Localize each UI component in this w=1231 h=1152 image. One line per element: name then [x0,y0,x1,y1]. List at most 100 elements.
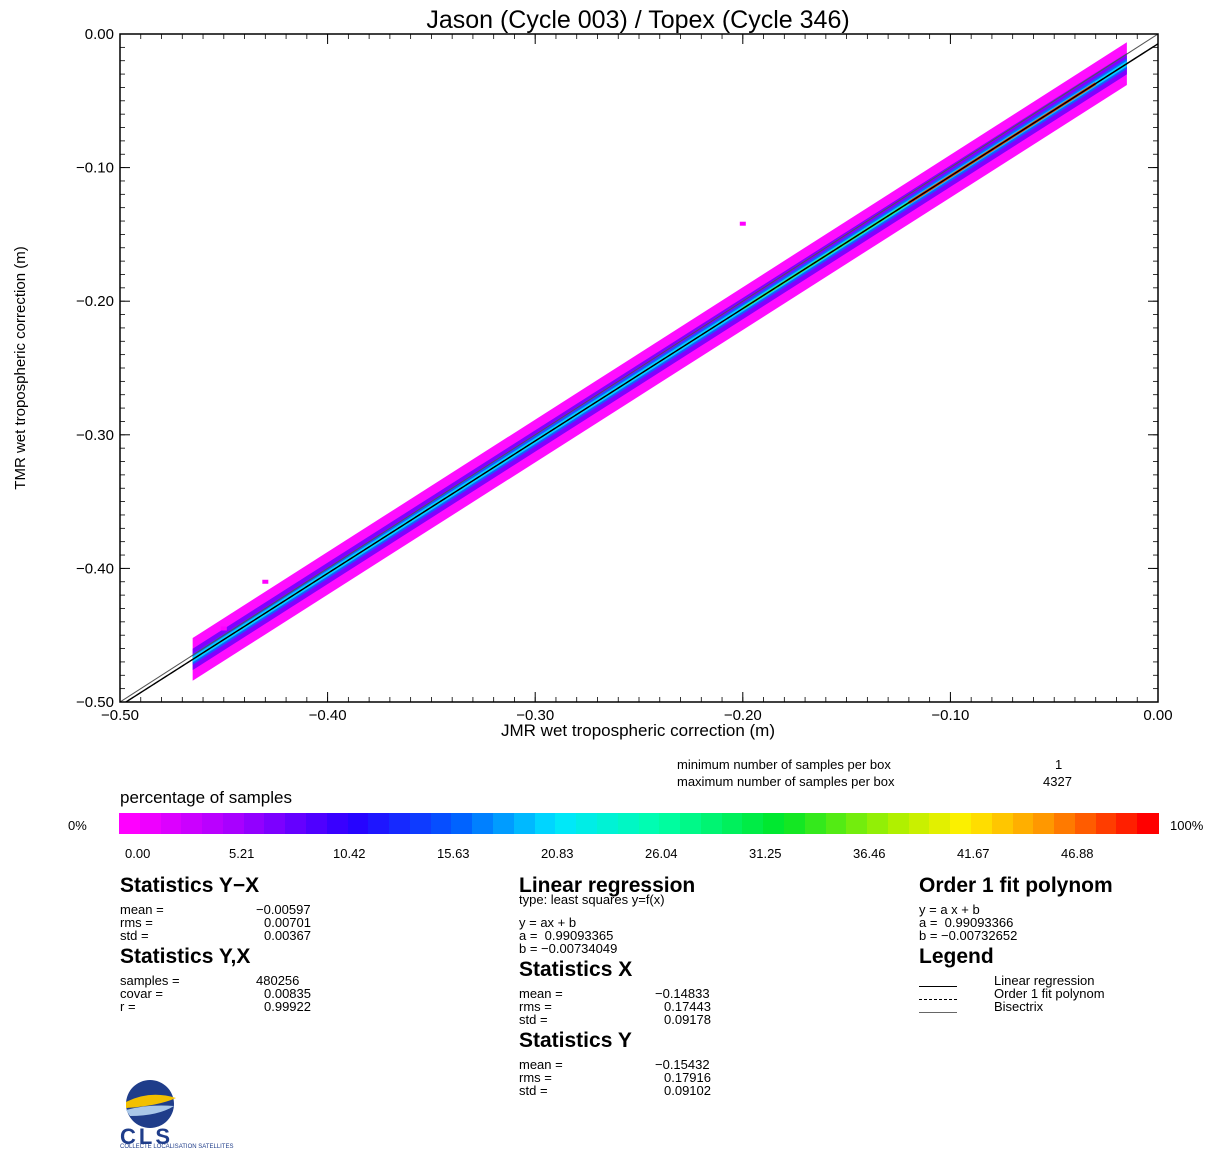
colorbar-segment [451,813,473,834]
colorbar-segment [139,813,162,834]
stats-y-x-title: Statistics Y,X [120,945,251,968]
colorbar-tick-label: 31.25 [749,846,782,861]
colorbar-right-label: 100% [1170,818,1204,833]
colorbar-segment [1095,813,1117,834]
colorbar-segment [1074,813,1097,834]
colorbar-segment [472,813,494,834]
stats-x-value: 0.17443 [664,999,711,1014]
fit-polynom-title: Order 1 fit polynom [919,874,1113,897]
colorbar-segment [119,813,141,834]
colorbar-tick-label: 41.67 [957,846,990,861]
min-samples-value: 1 [1055,757,1063,772]
colorbar-segment [742,813,764,834]
colorbar-segment [867,813,889,834]
x-tick-label: −0.30 [516,707,554,724]
y-tick-label: 0.00 [85,26,114,43]
y-tick-label: −0.50 [76,694,114,711]
fit-polynom-line [124,43,1158,702]
colorbar [119,813,1159,834]
stats-x-title: Statistics X [519,958,633,981]
colorbar-segment [576,813,598,834]
stats-x-value: 0.09178 [664,1012,711,1027]
fit-polynom-eq: y = a x + b [919,902,980,917]
colorbar-segment [659,813,681,834]
linear-regression-type: type: least squares y=f(x) [519,892,665,907]
colorbar-segment [1116,813,1138,834]
colorbar-segment [326,813,349,834]
bisectrix-line [120,34,1158,702]
colorbar-tick-label: 46.88 [1061,846,1094,861]
colorbar-tick-label: 20.83 [541,846,574,861]
colorbar-segment [202,813,224,834]
min-samples-label: minimum number of samples per box [677,757,891,772]
legend-title: Legend [919,945,994,968]
colorbar-segment [285,813,307,834]
colorbar-segment [1137,813,1159,834]
stats-y-x-label: covar = [120,986,163,1001]
colorbar-segment [887,813,910,834]
linear-regression-eq: y = ax + b [519,915,577,930]
stats-y-value: 0.09102 [664,1083,711,1098]
colorbar-segment [181,813,203,834]
colorbar-segment [783,813,806,834]
stats-y-value: 0.17916 [664,1070,711,1085]
linear-regression-a: a = 0.99093365 [519,928,614,943]
x-tick-label: 0.00 [1143,707,1172,724]
colorbar-segment [347,813,369,834]
colorbar-segment [721,813,743,834]
y-tick-label: −0.40 [76,560,114,577]
legend-item: Order 1 fit polynom [994,986,1105,1001]
colorbar-segment [596,813,619,834]
stats-yx-title: Statistics Y−X [120,874,260,897]
colorbar-segment [638,813,660,834]
linear-regression-title: Linear regression [519,874,696,897]
colorbar-segment [160,813,182,834]
outlier-point [739,221,746,226]
stats-y-x-value: 480256 [256,973,300,988]
colorbar-segment [222,813,245,834]
colorbar-segment [950,813,972,834]
colorbar-segment [243,813,265,834]
stats-y-title: Statistics Y [519,1029,632,1052]
y-axis-label: TMR wet tropospheric correction (m) [12,246,29,489]
linear-regression-b: b = −0.00734049 [519,941,618,956]
x-tick-label: −0.10 [931,707,969,724]
fit-polynom-a: a = 0.99093366 [919,915,1014,930]
x-axis-label: JMR wet tropospheric correction (m) [501,721,775,740]
stats-yx-value: −0.00597 [256,902,311,917]
colorbar-segment [368,813,390,834]
stats-y-x-label: r = [120,999,136,1014]
x-tick-label: −0.50 [101,707,139,724]
legend-thin-line [919,1012,957,1013]
y-tick-label: −0.10 [76,160,114,177]
colorbar-tick-label: 15.63 [437,846,470,861]
colorbar-segment [513,813,536,834]
colorbar-segment [617,813,640,834]
stats-y-x-value: 0.00835 [264,986,311,1001]
colorbar-segment [991,813,1014,834]
stats-yx-value: 0.00701 [264,915,311,930]
x-tick-label: −0.20 [724,707,762,724]
colorbar-segment [763,813,785,834]
colorbar-left-label: 0% [68,818,87,833]
stats-y-label: rms = [519,1070,552,1085]
stats-x-label: rms = [519,999,552,1014]
outlier-point [220,626,227,631]
colorbar-segment [1054,813,1076,834]
stats-x-label: mean = [519,986,563,1001]
colorbar-segment [908,813,930,834]
chart-title: Jason (Cycle 003) / Topex (Cycle 346) [426,6,849,34]
stats-yx-label: rms = [120,915,153,930]
colorbar-tick-label: 5.21 [229,846,255,861]
colorbar-segment [555,813,577,834]
colorbar-segment [430,813,452,834]
logo-tagline: COLLECTE LOCALISATION SATELLITES [120,1144,234,1150]
stats-x-value: −0.14833 [655,986,710,1001]
colorbar-tick-label: 36.46 [853,846,886,861]
colorbar-segment [825,813,847,834]
stats-y-value: −0.15432 [655,1057,710,1072]
stats-y-x-value: 0.99922 [264,999,311,1014]
outlier-point [262,579,269,584]
stats-x-label: std = [519,1012,548,1027]
y-tick-label: −0.20 [76,293,114,310]
